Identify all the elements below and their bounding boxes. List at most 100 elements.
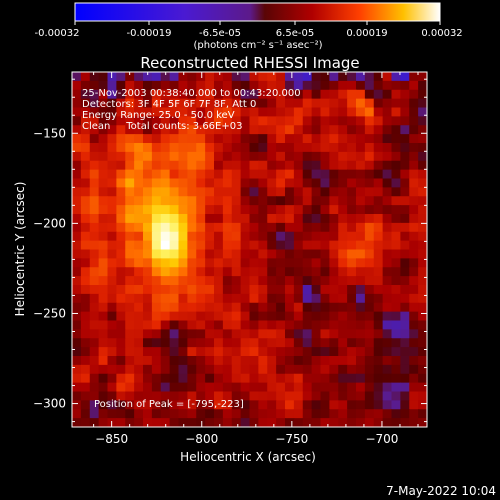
heatmap-cell: [267, 205, 277, 215]
heatmap-cell: [134, 311, 144, 322]
heatmap-cell: [240, 276, 251, 286]
heatmap-cell: [160, 125, 171, 135]
heatmap-cell: [107, 276, 117, 286]
heatmap-cell: [418, 107, 427, 117]
heatmap-cell: [400, 258, 410, 268]
heatmap-cell: [125, 320, 135, 330]
heatmap-cell: [89, 293, 100, 304]
heatmap-cell: [373, 302, 384, 313]
heatmap-cell: [143, 196, 153, 206]
heatmap-cell: [240, 356, 251, 366]
heatmap-cell: [143, 258, 153, 268]
heatmap-cell: [373, 311, 384, 322]
heatmap-cell: [98, 258, 109, 268]
heatmap-cell: [285, 72, 295, 82]
heatmap-cell: [125, 267, 135, 277]
heatmap-cell: [169, 409, 180, 419]
heatmap-cell: [418, 364, 427, 375]
heatmap-cell: [364, 276, 375, 286]
heatmap-cell: [143, 347, 153, 357]
heatmap-cell: [391, 116, 401, 126]
heatmap-cell: [178, 222, 188, 233]
heatmap-cell: [418, 80, 427, 91]
heatmap-cell: [258, 107, 268, 117]
heatmap-cell: [267, 151, 277, 162]
heatmap-cell: [373, 249, 384, 259]
heatmap-cell: [116, 116, 126, 126]
heatmap-cell: [258, 382, 268, 393]
heatmap-cell: [338, 338, 348, 348]
heatmap-cell: [391, 338, 401, 348]
heatmap-cell: [125, 249, 135, 259]
heatmap-cell: [302, 409, 313, 419]
heatmap-cell: [267, 169, 277, 180]
heatmap-cell: [187, 258, 197, 268]
heatmap-cell: [311, 89, 322, 100]
heatmap-cell: [89, 249, 100, 259]
heatmap-cell: [196, 302, 206, 313]
heatmap-cell: [364, 311, 375, 322]
heatmap-cell: [240, 240, 251, 251]
heatmap-cell: [151, 302, 162, 313]
heatmap-cell: [160, 143, 171, 153]
heatmap-cell: [258, 187, 268, 197]
heatmap-cell: [347, 143, 357, 153]
heatmap-cell: [293, 364, 304, 375]
heatmap-cell: [222, 249, 233, 259]
heatmap-cell: [409, 347, 419, 357]
heatmap-cell: [125, 329, 135, 339]
heatmap-cell: [151, 143, 162, 153]
heatmap-cell: [125, 347, 135, 357]
heatmap-cell: [231, 151, 242, 162]
heatmap-cell: [320, 347, 330, 357]
heatmap-cell: [302, 72, 313, 82]
heatmap-cell: [311, 249, 322, 259]
heatmap-cell: [72, 311, 82, 322]
heatmap-cell: [382, 409, 393, 419]
heatmap-cell: [258, 373, 268, 384]
heatmap-cell: [329, 187, 339, 197]
heatmap-cell: [276, 125, 286, 135]
heatmap-cell: [80, 160, 91, 171]
heatmap-cell: [267, 320, 277, 330]
heatmap-cell: [125, 98, 135, 109]
heatmap-cell: [169, 214, 180, 224]
heatmap-cell: [169, 231, 180, 242]
heatmap-cell: [134, 391, 144, 401]
heatmap-cell: [196, 178, 206, 188]
heatmap-cell: [391, 249, 401, 259]
heatmap-cell: [89, 320, 100, 330]
heatmap-cell: [151, 196, 162, 206]
heatmap-cell: [311, 400, 322, 410]
heatmap-cell: [249, 231, 259, 242]
heatmap-cell: [72, 382, 82, 393]
heatmap-cell: [178, 293, 188, 304]
heatmap-cell: [249, 169, 259, 180]
heatmap-cell: [107, 249, 117, 259]
heatmap-cell: [276, 258, 286, 268]
heatmap-cell: [320, 196, 330, 206]
heatmap-cell: [72, 329, 82, 339]
heatmap-cell: [205, 187, 215, 197]
heatmap-cell: [196, 373, 206, 384]
heatmap-cell: [285, 382, 295, 393]
heatmap-cell: [107, 364, 117, 375]
heatmap-cell: [205, 205, 215, 215]
heatmap-cell: [338, 302, 348, 313]
heatmap-cell: [169, 89, 180, 100]
heatmap-cell: [151, 258, 162, 268]
heatmap-cell: [293, 72, 304, 82]
heatmap-cell: [116, 240, 126, 251]
heatmap-cell: [72, 222, 82, 233]
heatmap-cell: [231, 196, 242, 206]
heatmap-cell: [267, 240, 277, 251]
heatmap-cell: [125, 143, 135, 153]
heatmap-cell: [178, 160, 188, 171]
heatmap-cell: [89, 72, 100, 82]
heatmap-cell: [364, 125, 375, 135]
heatmap-cell: [196, 80, 206, 91]
heatmap-cell: [338, 285, 348, 295]
heatmap-cell: [231, 169, 242, 180]
heatmap-cell: [249, 72, 259, 82]
heatmap-cell: [169, 222, 180, 233]
